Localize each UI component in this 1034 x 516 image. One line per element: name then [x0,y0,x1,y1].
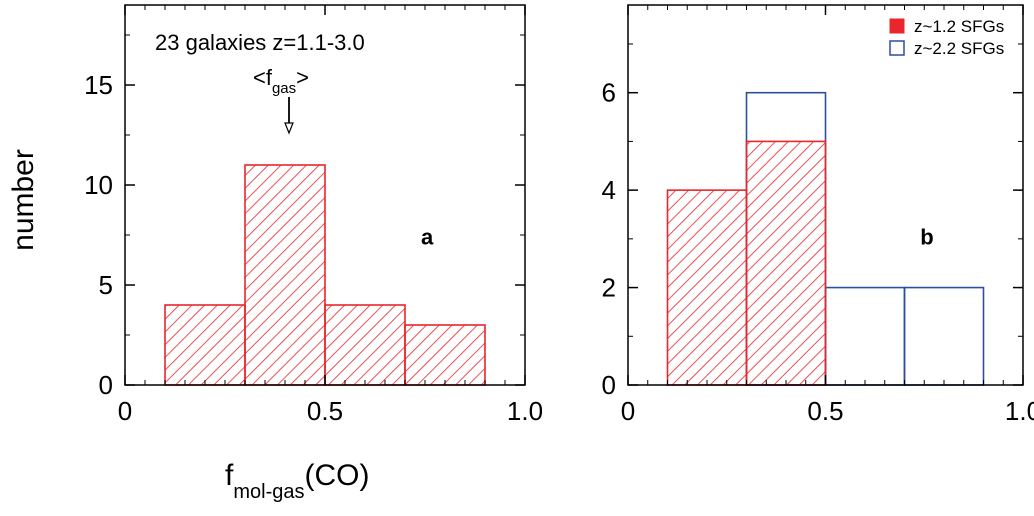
bar-a-s0-b2 [324,304,406,386]
bar-a-s0-b0 [164,304,246,386]
y-tick-label-a-1: 5 [99,270,113,300]
panel-label-a: a [421,224,434,249]
x-tick-label-a-1: 0.5 [307,396,343,426]
x-tick-label-a-0: 0 [118,396,132,426]
legend-label-1: z~2.2 SFGs [914,39,1004,58]
mean-arrow-head [284,122,294,135]
legend-label-0: z~1.2 SFGs [914,17,1004,36]
y-axis-label: number [7,149,40,251]
mean-fgas-label-base: <f [253,65,273,90]
x-tick-label-b-0: 0 [621,396,635,426]
mean-fgas-label-suffix: > [296,65,309,90]
y-tick-label-a-2: 10 [84,170,113,200]
x-tick-label-a-2: 1.0 [507,396,543,426]
histogram-panel-b: 0 0.5 1.0 0 2 4 6 b z~1.2 SFGs z~2.2 SFGs [602,4,1034,426]
mean-fgas-label: <fgas> [253,65,309,97]
annotation-text: 23 galaxies z=1.1-3.0 [155,30,365,55]
x-axis-label-suffix: (CO) [304,459,369,492]
y-tick-label-a-3: 15 [84,70,113,100]
x-axis-label: fmol-gas(CO) [225,459,369,503]
legend-swatch-0 [889,18,905,34]
bar-a-s0-b1 [244,164,326,386]
legend-swatch-1 [889,40,905,56]
y-tick-label-b-1: 2 [602,273,616,303]
mean-fgas-label-subscript: gas [272,80,296,97]
x-axis-label-subscript: mol-gas [233,481,304,503]
bar-b-s1-b1 [745,140,827,386]
y-tick-label-b-3: 6 [602,78,616,108]
panel-label-b: b [920,224,933,249]
bar-b-s0-b2 [824,286,906,386]
y-tick-label-b-0: 0 [602,370,616,400]
x-tick-label-b-2: 1.0 [1005,396,1034,426]
y-tick-label-a-0: 0 [99,370,113,400]
histogram-panel-a: 0 0.5 1.0 0 5 10 15 a 23 galaxies z=1.1-3.0 <fgas… [84,4,543,426]
x-tick-label-b-1: 0.5 [807,396,843,426]
y-tick-label-b-2: 4 [602,175,616,205]
x-axis-label-base: f [225,459,234,492]
bar-b-s0-b3 [903,286,985,386]
bar-a-s0-b3 [404,324,486,386]
bar-b-s1-b0 [666,189,748,386]
